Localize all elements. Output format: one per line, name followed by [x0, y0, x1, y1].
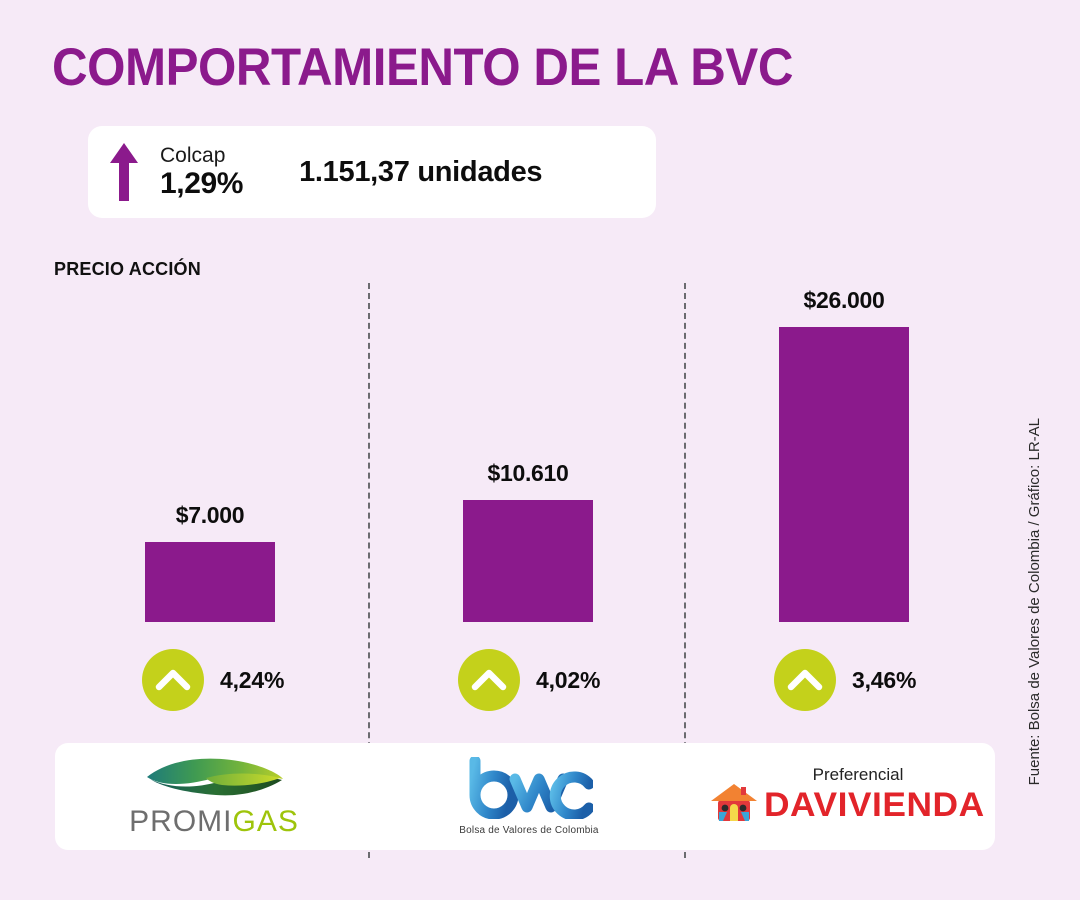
colcap-metric: Colcap 1,29%: [160, 145, 243, 199]
change-row-davivienda: 3,46%: [774, 645, 916, 715]
davivienda-lockup: DAVIVIENDA: [710, 782, 984, 829]
promigas-wordmark-part1: PROMI: [129, 804, 233, 838]
davivienda-wordmark: DAVIVIENDA: [763, 785, 985, 824]
bar-value-label: $7.000: [175, 502, 245, 528]
colcap-label: Colcap: [160, 144, 226, 167]
change-pct-label: 3,46%: [852, 666, 917, 693]
house-icon: [710, 782, 758, 829]
bar-rect: [779, 327, 909, 622]
change-pct-label: 4,02%: [536, 666, 601, 693]
column-divider-2: [684, 283, 686, 858]
bvc-tagline: Bolsa de Valores de Colombia: [459, 825, 599, 836]
arrow-up-icon: [88, 141, 160, 203]
bar-group-promigas: $7.000: [60, 290, 360, 720]
colcap-summary-card: Colcap 1,29% 1.151,37 unidades: [88, 126, 656, 218]
bar-group-bvc: $10.610: [378, 290, 678, 720]
promigas-wordmark-part2: GAS: [232, 804, 299, 838]
bar-value-label: $10.610: [487, 460, 569, 486]
section-label: PRECIO ACCIÓN: [54, 259, 201, 279]
colcap-units: 1.151,37 unidades: [299, 155, 543, 188]
bar-rect: [463, 500, 593, 622]
chevron-up-icon: [142, 649, 204, 711]
bar-group-davivienda: $26.000: [694, 287, 994, 720]
chevron-up-icon: [774, 649, 836, 711]
davivienda-logo: Preferencial DAVIVIENDA: [691, 743, 995, 850]
chevron-up-icon: [458, 649, 520, 711]
column-divider-1: [368, 283, 370, 858]
colcap-change-pct: 1,29%: [160, 167, 244, 200]
leaf-swoosh-icon: [144, 755, 284, 804]
logos-card: PROMIGAS Bolsa de: [55, 743, 995, 850]
promigas-logo: PROMIGAS: [60, 743, 368, 850]
davivienda-prefix: Preferencial: [812, 764, 904, 784]
change-pct-label: 4,24%: [220, 666, 285, 693]
page-title: COMPORTAMIENTO DE LA BVC: [52, 38, 793, 97]
change-row-bvc: 4,02%: [458, 645, 600, 715]
bar-value-label: $26.000: [803, 287, 885, 313]
promigas-wordmark: PROMIGAS: [129, 805, 299, 839]
bvc-wordmark-icon: [465, 755, 595, 824]
change-row-promigas: 4,24%: [142, 645, 284, 715]
source-credit: Fuente: Bolsa de Valores de Colombia / G…: [1026, 418, 1043, 786]
bvc-logo: Bolsa de Valores de Colombia: [375, 743, 683, 850]
bar-rect: [145, 542, 275, 622]
